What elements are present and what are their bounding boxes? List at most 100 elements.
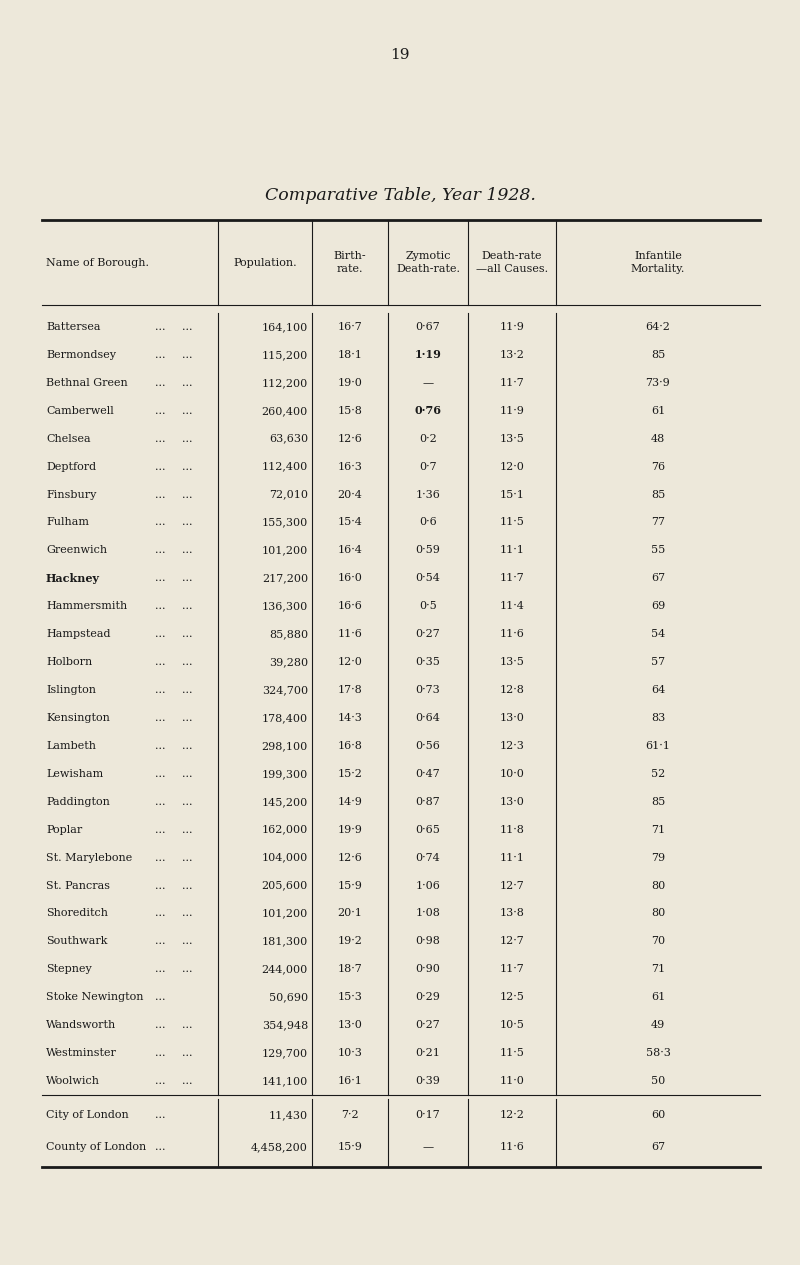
Text: ...: ... [182, 1049, 193, 1058]
Text: 10·0: 10·0 [499, 769, 525, 779]
Text: 129,700: 129,700 [262, 1049, 308, 1058]
Text: City of London: City of London [46, 1109, 129, 1120]
Text: ...: ... [155, 797, 166, 807]
Text: Zymotic
Death-rate.: Zymotic Death-rate. [396, 252, 460, 273]
Text: 11·6: 11·6 [499, 1142, 525, 1152]
Text: ...: ... [155, 490, 166, 500]
Text: Shoreditch: Shoreditch [46, 908, 108, 918]
Text: 0·54: 0·54 [415, 573, 441, 583]
Text: 13·8: 13·8 [499, 908, 525, 918]
Text: 112,200: 112,200 [262, 378, 308, 388]
Text: 101,200: 101,200 [262, 908, 308, 918]
Text: 15·1: 15·1 [499, 490, 525, 500]
Text: 164,100: 164,100 [262, 323, 308, 331]
Text: 11,430: 11,430 [269, 1109, 308, 1120]
Text: 57: 57 [651, 657, 665, 667]
Text: 104,000: 104,000 [262, 853, 308, 863]
Text: ...: ... [182, 601, 193, 611]
Text: 16·6: 16·6 [338, 601, 362, 611]
Text: ...: ... [155, 825, 166, 835]
Text: 20·4: 20·4 [338, 490, 362, 500]
Text: 162,000: 162,000 [262, 825, 308, 835]
Text: 19·0: 19·0 [338, 378, 362, 388]
Text: 11·5: 11·5 [499, 1049, 525, 1058]
Text: 83: 83 [651, 713, 665, 724]
Text: 0·6: 0·6 [419, 517, 437, 528]
Text: 11·8: 11·8 [499, 825, 525, 835]
Text: 10·3: 10·3 [338, 1049, 362, 1058]
Text: 11·6: 11·6 [338, 629, 362, 639]
Text: 70: 70 [651, 936, 665, 946]
Text: 50,690: 50,690 [269, 992, 308, 1002]
Text: 298,100: 298,100 [262, 741, 308, 751]
Text: ...: ... [182, 406, 193, 416]
Text: 13·5: 13·5 [499, 657, 525, 667]
Text: ...: ... [155, 1077, 166, 1087]
Text: 73·9: 73·9 [646, 378, 670, 388]
Text: 11·0: 11·0 [499, 1077, 525, 1087]
Text: 11·7: 11·7 [500, 573, 524, 583]
Text: 11·1: 11·1 [499, 545, 525, 555]
Text: 178,400: 178,400 [262, 713, 308, 724]
Text: 0·65: 0·65 [415, 825, 441, 835]
Text: Battersea: Battersea [46, 323, 101, 331]
Text: 63,630: 63,630 [269, 434, 308, 444]
Text: ...: ... [182, 853, 193, 863]
Text: ...: ... [182, 434, 193, 444]
Text: ...: ... [182, 378, 193, 388]
Text: 244,000: 244,000 [262, 964, 308, 974]
Text: 0·29: 0·29 [415, 992, 441, 1002]
Text: ...: ... [155, 517, 166, 528]
Text: 0·67: 0·67 [416, 323, 440, 331]
Text: 16·3: 16·3 [338, 462, 362, 472]
Text: Wandsworth: Wandsworth [46, 1020, 116, 1030]
Text: 60: 60 [651, 1109, 665, 1120]
Text: ...: ... [155, 350, 166, 361]
Text: Infantile
Mortality.: Infantile Mortality. [631, 252, 685, 273]
Text: Birth-
rate.: Birth- rate. [334, 252, 366, 273]
Text: 20·1: 20·1 [338, 908, 362, 918]
Text: Southwark: Southwark [46, 936, 107, 946]
Text: ...: ... [182, 629, 193, 639]
Text: 0·27: 0·27 [416, 629, 440, 639]
Text: Islington: Islington [46, 686, 96, 694]
Text: 39,280: 39,280 [269, 657, 308, 667]
Text: —: — [422, 378, 434, 388]
Text: Finsbury: Finsbury [46, 490, 96, 500]
Text: 16·0: 16·0 [338, 573, 362, 583]
Text: 15·4: 15·4 [338, 517, 362, 528]
Text: ...: ... [155, 964, 166, 974]
Text: ...: ... [155, 1109, 166, 1120]
Text: ...: ... [182, 545, 193, 555]
Text: ...: ... [155, 462, 166, 472]
Text: ...: ... [155, 323, 166, 331]
Text: Greenwich: Greenwich [46, 545, 107, 555]
Text: 18·7: 18·7 [338, 964, 362, 974]
Text: ...: ... [155, 573, 166, 583]
Text: ...: ... [182, 908, 193, 918]
Text: ...: ... [182, 462, 193, 472]
Text: 11·5: 11·5 [499, 517, 525, 528]
Text: ...: ... [155, 1142, 166, 1152]
Text: 12·3: 12·3 [499, 741, 525, 751]
Text: 12·0: 12·0 [499, 462, 525, 472]
Text: ...: ... [155, 936, 166, 946]
Text: 0·5: 0·5 [419, 601, 437, 611]
Text: 11·6: 11·6 [499, 629, 525, 639]
Text: 49: 49 [651, 1020, 665, 1030]
Text: ...: ... [155, 908, 166, 918]
Text: 12·7: 12·7 [500, 880, 524, 891]
Text: 12·0: 12·0 [338, 657, 362, 667]
Text: 4,458,200: 4,458,200 [251, 1142, 308, 1152]
Text: 61: 61 [651, 406, 665, 416]
Text: St. Marylebone: St. Marylebone [46, 853, 132, 863]
Text: 85: 85 [651, 350, 665, 361]
Text: 13·0: 13·0 [338, 1020, 362, 1030]
Text: 18·1: 18·1 [338, 350, 362, 361]
Text: Woolwich: Woolwich [46, 1077, 100, 1087]
Text: 141,100: 141,100 [262, 1077, 308, 1087]
Text: 71: 71 [651, 964, 665, 974]
Text: 12·7: 12·7 [500, 936, 524, 946]
Text: 1·08: 1·08 [415, 908, 441, 918]
Text: Westminster: Westminster [46, 1049, 117, 1058]
